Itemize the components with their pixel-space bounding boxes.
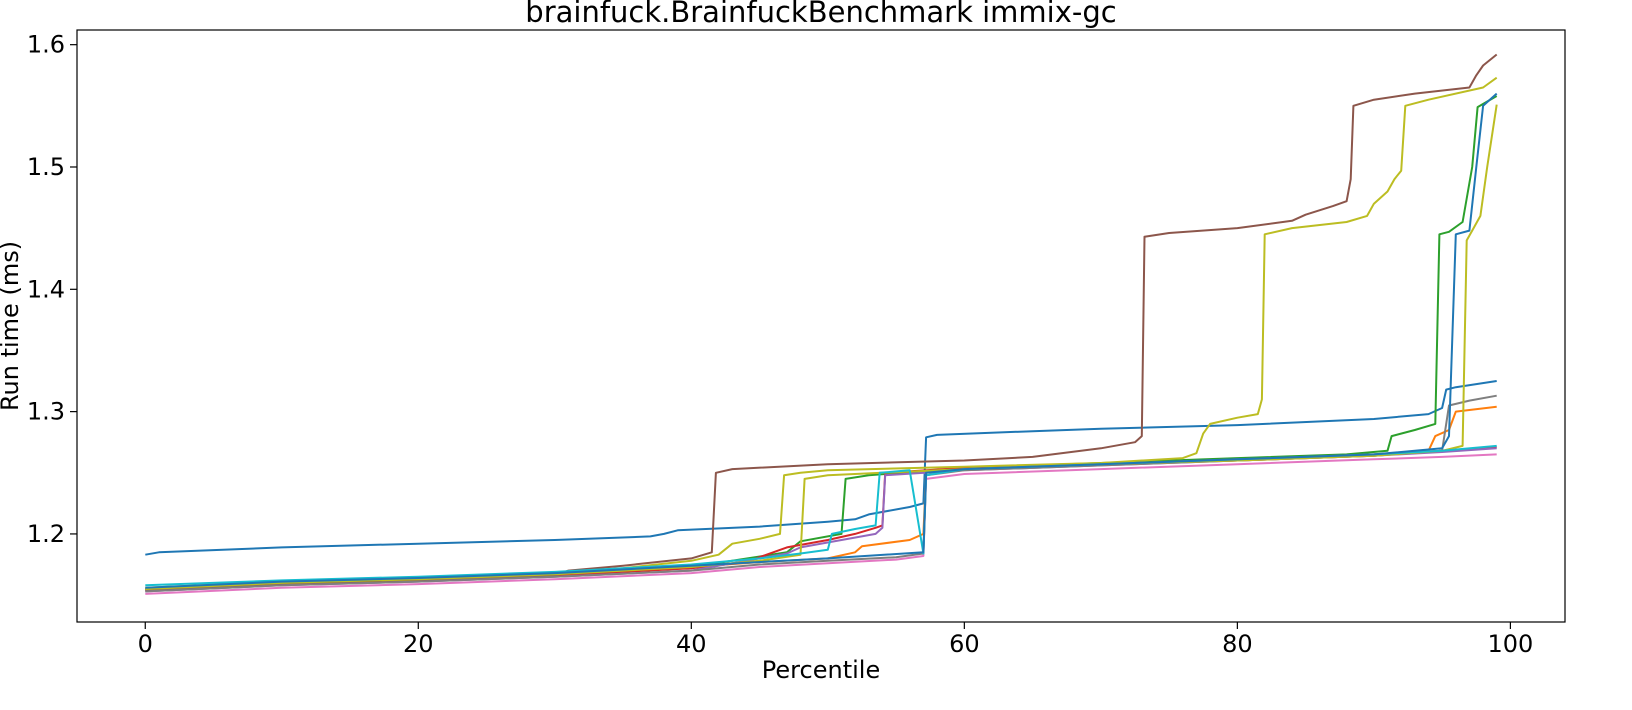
x-tick-label: 60: [949, 630, 980, 658]
x-tick-label: 40: [676, 630, 707, 658]
y-tick-label: 1.5: [27, 153, 65, 181]
plot-frame: [76, 29, 1566, 623]
chart-title: brainfuck.BrainfuckBenchmark immix-gc: [525, 0, 1116, 29]
x-axis: 0 20 40 60 80 100: [138, 622, 1533, 658]
series-line-12: [145, 92, 1498, 589]
series-line-9: [145, 76, 1498, 589]
y-tick-label: 1.6: [27, 31, 65, 59]
series-line-8: [145, 394, 1497, 593]
series-line-4: [145, 446, 1497, 592]
x-tick-label: 80: [1222, 630, 1253, 658]
series-line-10: [145, 104, 1498, 590]
x-tick-label: 20: [403, 630, 434, 658]
y-tick-label: 1.4: [27, 275, 65, 303]
series-line-3: [145, 95, 1498, 590]
x-tick-label: 0: [138, 630, 153, 658]
series-line-6: [145, 53, 1498, 592]
x-axis-label: Percentile: [762, 656, 880, 684]
series-line-7: [145, 453, 1497, 595]
series-line-1: [145, 380, 1497, 556]
y-axis-label: Run time (ms): [0, 241, 24, 411]
x-tick-label: 100: [1487, 630, 1533, 658]
series-line-5: [145, 447, 1497, 593]
plot-lines: [145, 53, 1498, 595]
y-tick-label: 1.3: [27, 398, 65, 426]
y-axis: 1.2 1.3 1.4 1.5 1.6: [27, 31, 77, 548]
y-tick-label: 1.2: [27, 520, 65, 548]
